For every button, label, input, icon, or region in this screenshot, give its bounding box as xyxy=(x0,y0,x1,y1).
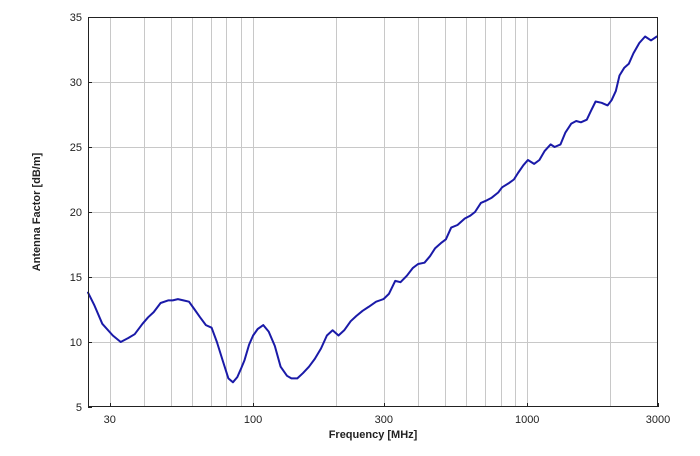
x-tick-label: 300 xyxy=(375,414,393,426)
x-tick-label: 100 xyxy=(244,414,262,426)
y-tick-label: 10 xyxy=(70,337,82,349)
y-tick-label: 5 xyxy=(76,402,82,414)
grid-lines xyxy=(88,17,658,407)
antenna-factor-series-line xyxy=(87,35,658,384)
y-axis-label: Antenna Factor [dB/m] xyxy=(31,152,43,271)
y-tick-label: 15 xyxy=(70,272,82,284)
axis-ticks: 5 10 15 20 25 30 35 30 100 300 1000 3000 xyxy=(70,12,670,426)
y-tick-label: 30 xyxy=(70,77,82,89)
y-tick-label: 20 xyxy=(70,207,82,219)
x-tick-label: 3000 xyxy=(646,414,670,426)
x-axis-label: Frequency [MHz] xyxy=(329,429,418,441)
y-tick-label: 25 xyxy=(70,142,82,154)
data-layer xyxy=(87,35,658,384)
y-tick-label: 35 xyxy=(70,12,82,24)
x-tick-label: 30 xyxy=(104,414,116,426)
x-tick-label: 1000 xyxy=(515,414,539,426)
